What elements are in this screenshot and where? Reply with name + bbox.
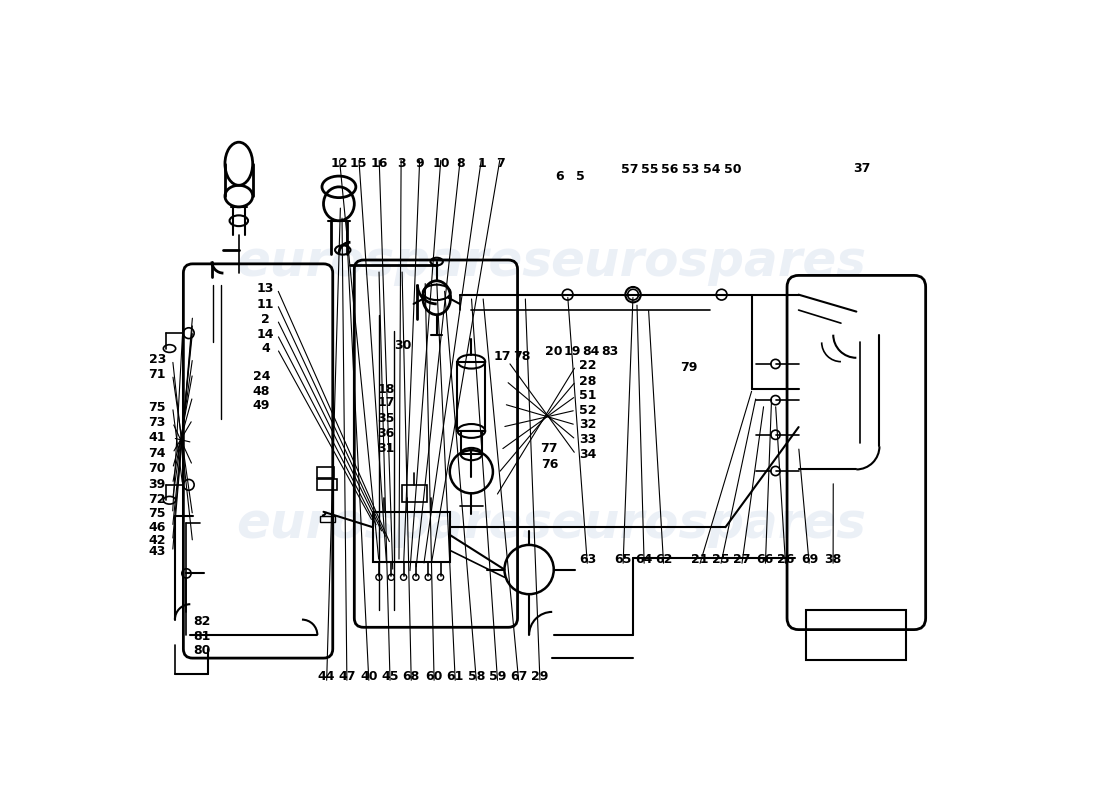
Text: 22: 22 [579, 359, 596, 372]
Text: eurospares: eurospares [236, 500, 552, 548]
Bar [458, 362, 485, 431]
Text: 70: 70 [148, 462, 166, 475]
Text: 51: 51 [579, 390, 596, 402]
Text: 52: 52 [579, 404, 596, 417]
Text: 80: 80 [194, 644, 211, 657]
Text: eurospares: eurospares [550, 500, 866, 548]
Text: 79: 79 [681, 361, 697, 374]
Text: 4: 4 [261, 342, 270, 355]
Text: 18: 18 [377, 382, 395, 396]
Text: 1: 1 [477, 158, 486, 170]
Text: 11: 11 [257, 298, 274, 310]
Text: 10: 10 [432, 158, 450, 170]
Text: 2: 2 [261, 313, 270, 326]
Text: 17: 17 [377, 396, 395, 410]
Text: 84: 84 [582, 345, 600, 358]
Text: 17: 17 [493, 350, 510, 363]
Text: 29: 29 [531, 670, 549, 683]
Text: 24: 24 [253, 370, 271, 382]
Text: 66: 66 [757, 554, 774, 566]
Text: 49: 49 [253, 398, 271, 412]
Text: 20: 20 [544, 345, 562, 358]
Text: 65: 65 [615, 554, 631, 566]
Text: 46: 46 [148, 521, 166, 534]
Text: 61: 61 [447, 670, 464, 683]
Bar [320, 516, 336, 522]
Text: 78: 78 [513, 350, 530, 363]
Text: 27: 27 [733, 554, 750, 566]
Text: 14: 14 [257, 328, 274, 341]
Bar [318, 467, 334, 478]
Text: 39: 39 [148, 478, 166, 490]
Text: 32: 32 [579, 418, 596, 431]
Text: 54: 54 [703, 163, 720, 177]
Text: 6: 6 [556, 170, 564, 182]
Text: 63: 63 [579, 554, 596, 566]
Text: 3: 3 [397, 158, 406, 170]
Text: 12: 12 [330, 158, 348, 170]
Text: 26: 26 [777, 554, 794, 566]
Text: 23: 23 [148, 353, 166, 366]
Text: 73: 73 [148, 416, 166, 429]
Text: 33: 33 [579, 434, 596, 446]
Text: 53: 53 [682, 163, 700, 177]
Bar [318, 479, 337, 490]
Text: 13: 13 [257, 282, 274, 295]
Text: 76: 76 [541, 458, 558, 471]
Bar [373, 512, 450, 562]
Text: 41: 41 [148, 431, 166, 444]
Text: eurospares: eurospares [550, 238, 866, 286]
Text: 28: 28 [579, 374, 596, 388]
Text: 60: 60 [426, 670, 443, 683]
Text: 8: 8 [456, 158, 464, 170]
Bar [461, 431, 482, 454]
Text: 43: 43 [148, 546, 166, 558]
Text: 42: 42 [148, 534, 166, 547]
Text: 58: 58 [468, 670, 485, 683]
Text: 62: 62 [654, 554, 672, 566]
Text: 71: 71 [148, 368, 166, 381]
Text: 57: 57 [621, 163, 639, 177]
Text: 82: 82 [194, 615, 211, 628]
Text: 15: 15 [350, 158, 367, 170]
Text: 67: 67 [510, 670, 528, 683]
Text: 55: 55 [641, 163, 659, 177]
Text: 48: 48 [253, 385, 271, 398]
Text: 56: 56 [661, 163, 679, 177]
Text: 44: 44 [318, 670, 336, 683]
Text: 50: 50 [725, 163, 741, 177]
Text: 74: 74 [148, 446, 166, 460]
Text: 5: 5 [576, 170, 585, 182]
Text: 21: 21 [691, 554, 708, 566]
Text: 37: 37 [854, 162, 870, 175]
Text: 38: 38 [825, 554, 842, 566]
Text: 25: 25 [712, 554, 729, 566]
Text: 40: 40 [360, 670, 377, 683]
Text: 72: 72 [148, 493, 166, 506]
Text: 31: 31 [377, 442, 395, 455]
Text: 69: 69 [801, 554, 818, 566]
Text: eurospares: eurospares [236, 238, 552, 286]
Text: 81: 81 [194, 630, 211, 643]
Bar [403, 485, 427, 502]
Text: 45: 45 [382, 670, 399, 683]
Text: 75: 75 [148, 507, 166, 520]
Text: 35: 35 [377, 412, 395, 426]
Text: 16: 16 [371, 158, 388, 170]
Text: 83: 83 [602, 345, 619, 358]
Text: 34: 34 [579, 448, 596, 461]
Text: 36: 36 [377, 427, 395, 440]
Text: 77: 77 [540, 442, 558, 455]
Text: 19: 19 [563, 345, 581, 358]
Text: 59: 59 [490, 670, 506, 683]
Text: 7: 7 [496, 158, 505, 170]
Text: 68: 68 [403, 670, 420, 683]
Text: 47: 47 [338, 670, 355, 683]
Text: 75: 75 [148, 401, 166, 414]
Text: 9: 9 [416, 158, 425, 170]
Text: 30: 30 [394, 339, 411, 352]
Text: 64: 64 [636, 554, 653, 566]
